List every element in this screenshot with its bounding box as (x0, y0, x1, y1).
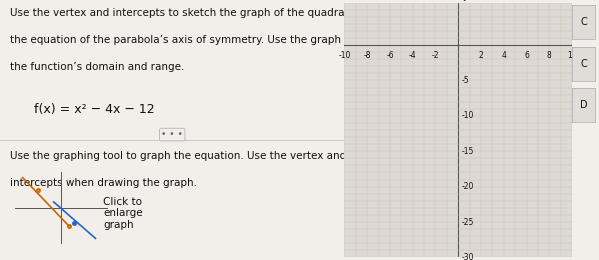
Text: -4: -4 (409, 51, 416, 60)
Text: -10: -10 (338, 51, 350, 60)
Text: the equation of the parabola’s axis of symmetry. Use the graph to determine: the equation of the parabola’s axis of s… (10, 35, 412, 45)
Text: -8: -8 (364, 51, 371, 60)
Text: -2: -2 (432, 51, 439, 60)
Text: -30: -30 (462, 253, 474, 260)
Text: Click to
enlarge
graph: Click to enlarge graph (103, 197, 143, 230)
Text: -6: -6 (386, 51, 394, 60)
Text: D: D (580, 100, 587, 110)
Text: -5: -5 (462, 76, 469, 85)
Text: • • •: • • • (161, 130, 183, 139)
Text: x: x (575, 31, 580, 41)
Text: C: C (580, 59, 587, 69)
Text: -15: -15 (462, 147, 474, 156)
Text: Use the graphing tool to graph the equation. Use the vertex and one of the: Use the graphing tool to graph the equat… (10, 151, 403, 161)
Text: intercepts when drawing the graph.: intercepts when drawing the graph. (10, 178, 197, 188)
Text: 8: 8 (547, 51, 552, 60)
Text: -20: -20 (462, 182, 474, 191)
Text: 4: 4 (501, 51, 506, 60)
Text: C: C (580, 17, 587, 27)
Text: -25: -25 (462, 218, 474, 226)
Text: 10: 10 (567, 51, 577, 60)
Text: -10: -10 (462, 111, 474, 120)
Text: 2: 2 (479, 51, 483, 60)
Text: f(x) = x² − 4x − 12: f(x) = x² − 4x − 12 (34, 103, 155, 116)
Text: y: y (463, 0, 468, 1)
Text: Use the vertex and intercepts to sketch the graph of the quadratic function. Giv: Use the vertex and intercepts to sketch … (10, 8, 434, 18)
Text: the function’s domain and range.: the function’s domain and range. (10, 62, 184, 72)
Text: 6: 6 (524, 51, 529, 60)
